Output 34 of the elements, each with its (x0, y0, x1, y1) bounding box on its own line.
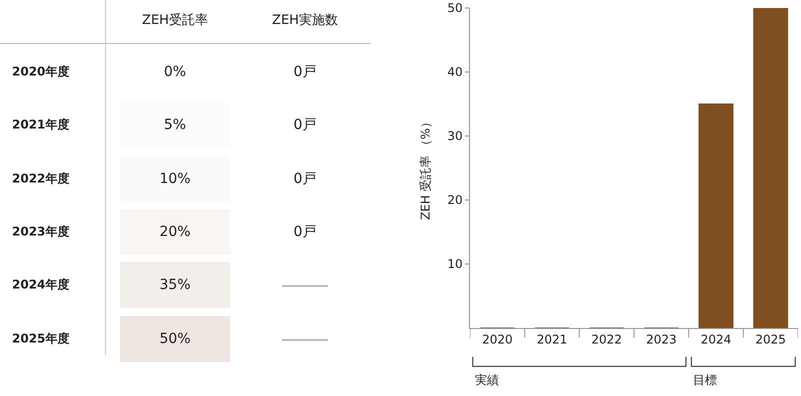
x-tick-label: 2020 (482, 332, 513, 346)
x-tick-label: ZEH実施数 (272, 12, 338, 29)
data-label: 20% (159, 224, 191, 240)
y-tick-label: 40 (447, 65, 463, 80)
y-tick-label: 50 (447, 1, 463, 16)
data-label: 0戸 (294, 116, 316, 134)
text: 実績 (475, 373, 499, 387)
y-tick-label: 2024年度 (12, 276, 70, 294)
x-tick-label: 2024 (700, 332, 732, 346)
x-tick-label: 2023 (646, 332, 677, 346)
y-tick-label: 20 (447, 193, 463, 208)
y-tick-label: 2022年度 (12, 170, 70, 188)
bar (698, 104, 734, 328)
data-label: 0戸 (294, 170, 316, 188)
data-label: 50% (159, 330, 191, 346)
x-tick-label: 2022 (591, 332, 622, 346)
y-tick-label: 30 (447, 129, 463, 144)
data-label: 0戸 (294, 63, 316, 81)
y-tick-label: 2023年度 (12, 223, 70, 240)
bar (753, 8, 788, 328)
y-tick-label: 10 (447, 257, 463, 272)
data-label: 10% (159, 170, 191, 187)
x-tick-label: 2021 (536, 332, 568, 346)
text: 目標 (693, 373, 717, 387)
x-tick-label: 2025 (755, 332, 786, 346)
data-label: 0戸 (294, 222, 316, 241)
y-axis-title: ZEH 受託率 （%） (418, 116, 433, 220)
y-tick-label: 2021年度 (12, 116, 70, 134)
data-label: 35% (159, 277, 191, 294)
x-tick-label: ZEH受託率 (142, 12, 208, 29)
y-tick-label: 2025年度 (12, 330, 70, 347)
data-label: 5% (164, 117, 186, 134)
y-tick-label: 2020年度 (12, 64, 70, 80)
data-label: 0% (164, 64, 186, 80)
